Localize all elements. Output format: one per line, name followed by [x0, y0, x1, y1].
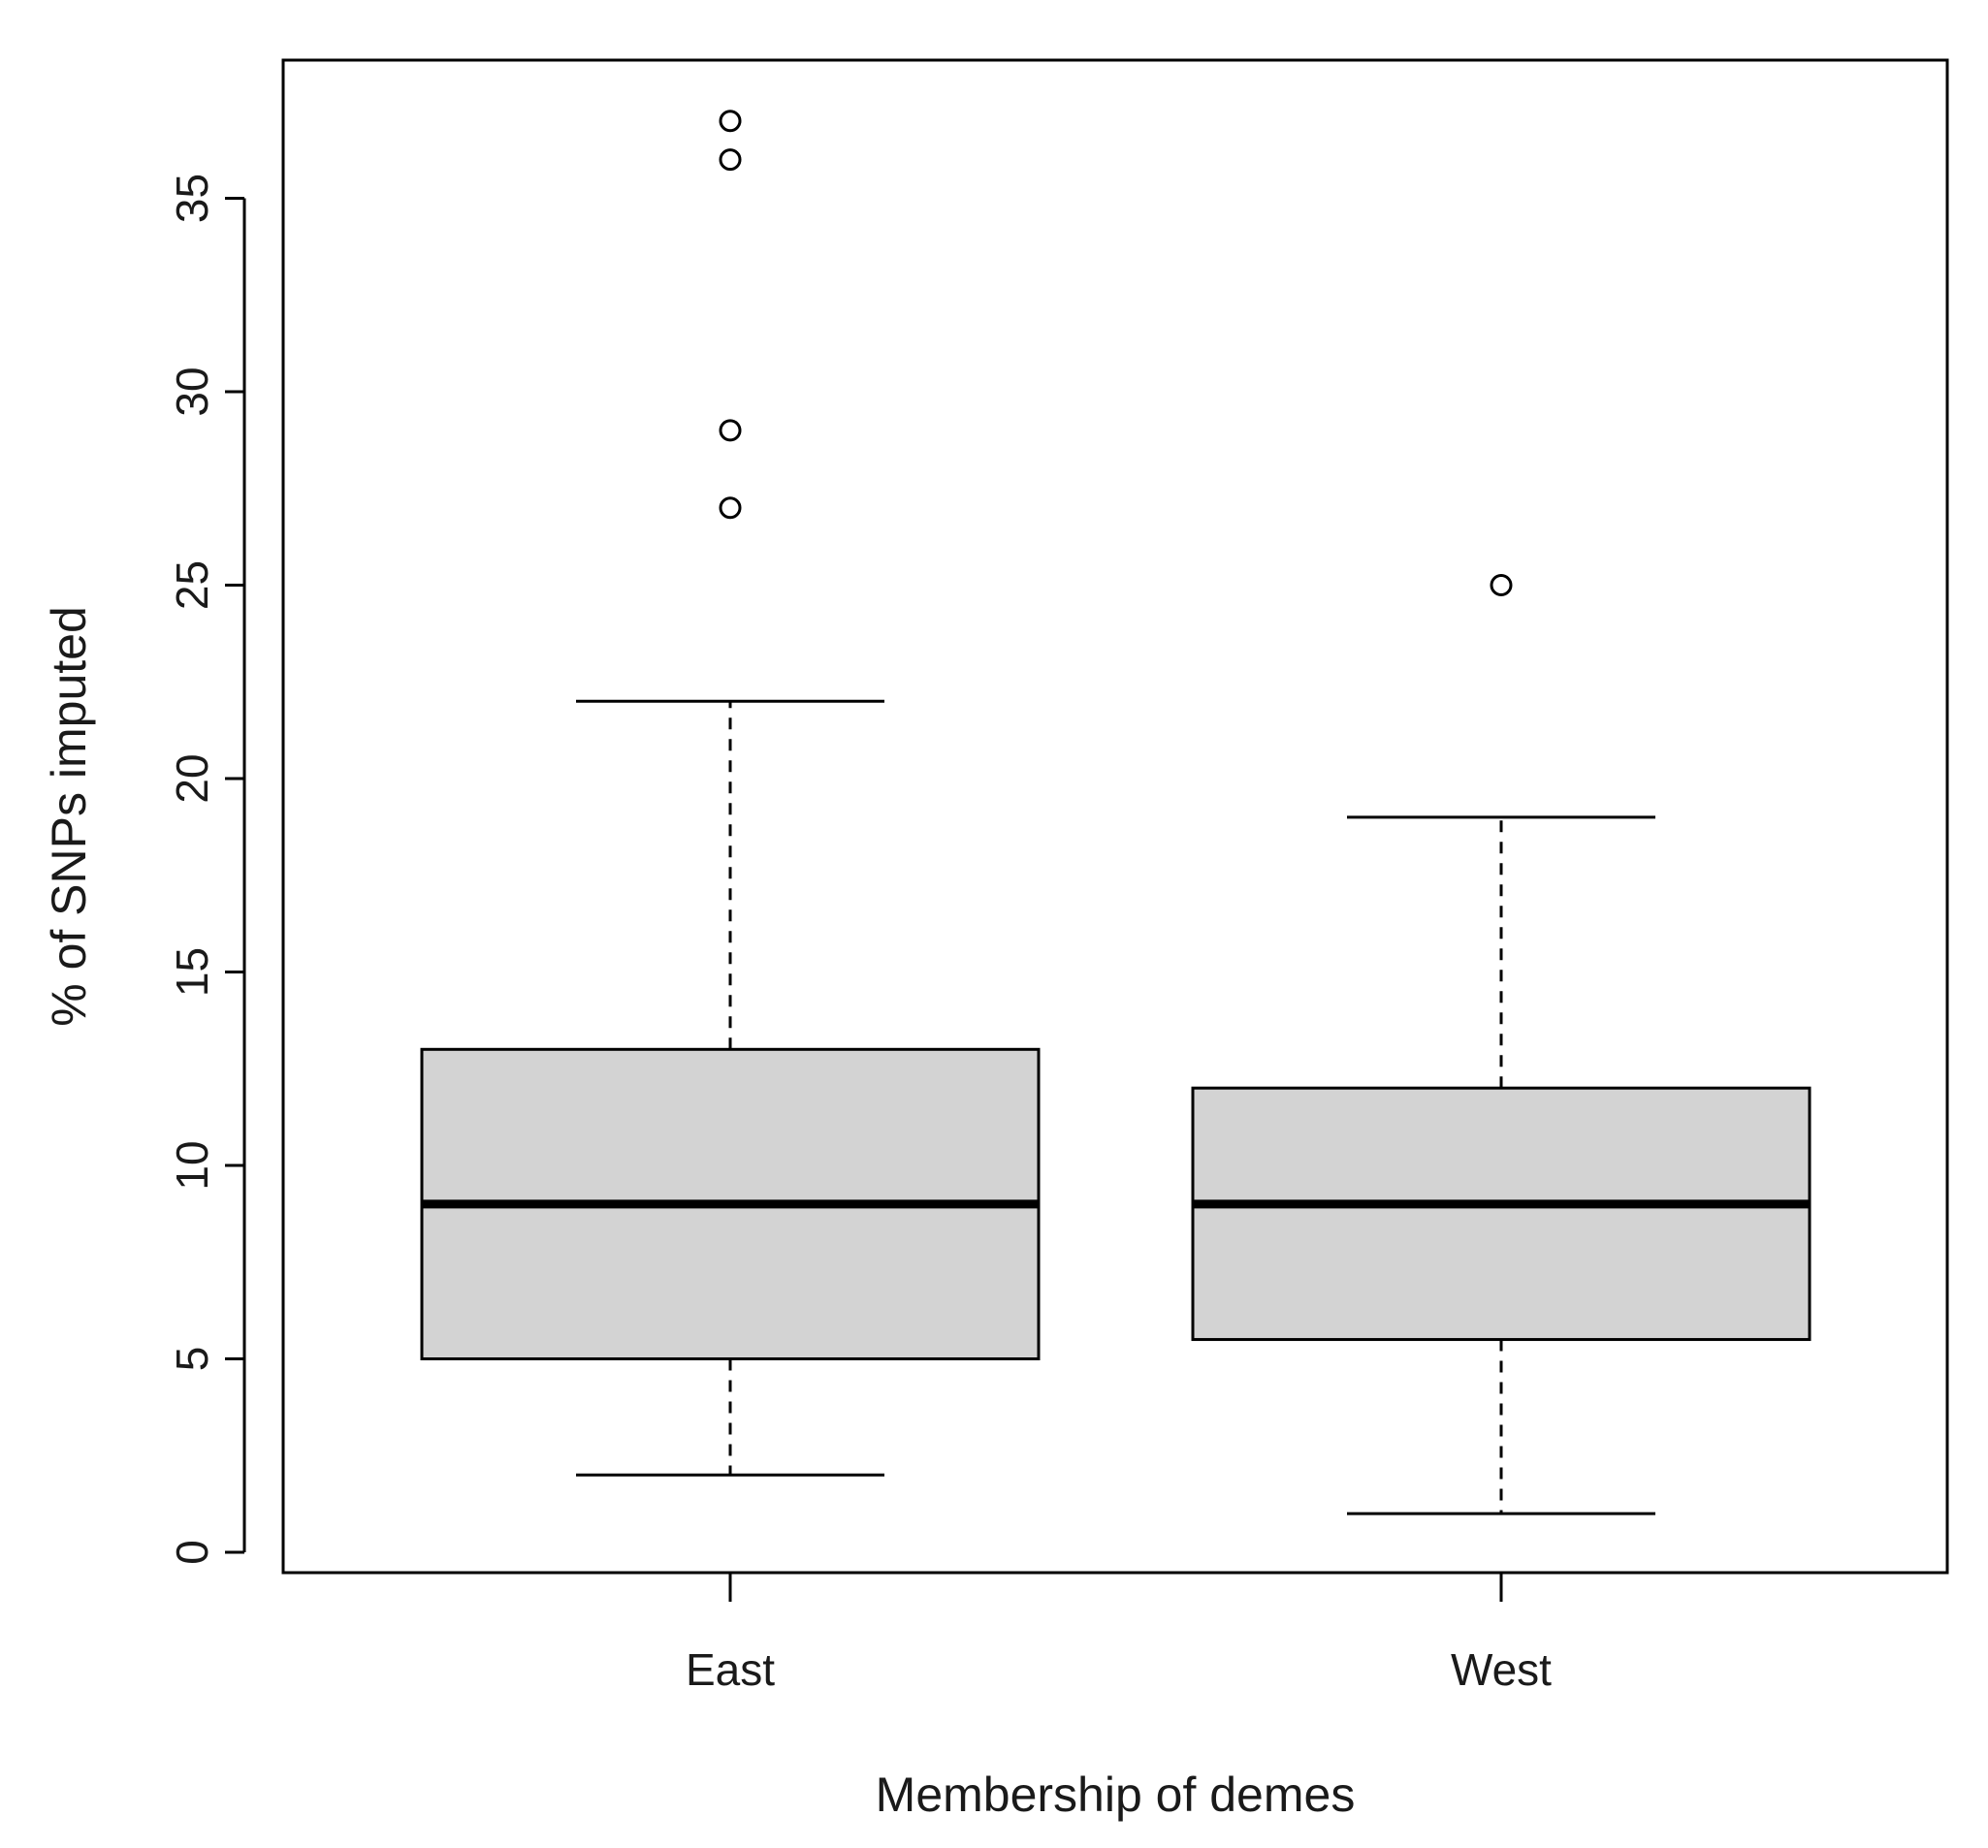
- outlier-point: [1490, 574, 1513, 596]
- y-axis: 0 5 10 15 20 25 30 35: [167, 174, 246, 1565]
- y-tick-label: 20: [167, 753, 217, 803]
- outlier-point: [719, 110, 742, 133]
- x-axis-title: Membership of demes: [876, 1768, 1356, 1822]
- outlier-point: [719, 496, 742, 520]
- outlier-point: [719, 148, 742, 172]
- box-west: [1191, 574, 1812, 1515]
- x-tick-label: East: [686, 1644, 775, 1695]
- plot-frame: [281, 58, 1949, 1575]
- outlier-point: [719, 419, 742, 442]
- y-axis-title: % of SNPs imputed: [42, 606, 96, 1027]
- y-tick-label: 15: [167, 947, 217, 997]
- y-tick-label: 30: [167, 366, 217, 416]
- x-tick-label: West: [1451, 1644, 1552, 1695]
- y-tick-label: 0: [167, 1540, 217, 1565]
- x-axis: East West: [686, 1571, 1552, 1695]
- iqr-box: [1191, 1086, 1812, 1342]
- box-east: [420, 110, 1041, 1477]
- y-tick-label: 35: [167, 174, 217, 223]
- y-tick-label: 10: [167, 1140, 217, 1190]
- y-tick-label: 25: [167, 560, 217, 610]
- y-tick-label: 5: [167, 1347, 217, 1372]
- plot-area: [281, 58, 1949, 1575]
